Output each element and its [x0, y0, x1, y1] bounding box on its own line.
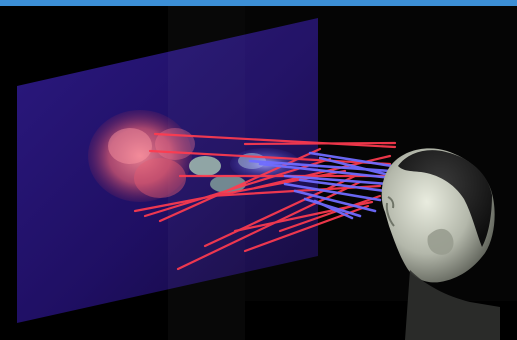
human-head-model: [381, 148, 500, 340]
accent-top-bar: [0, 0, 517, 6]
3d-scene: [0, 6, 517, 340]
scene-svg: [0, 6, 517, 340]
blue-rays: [248, 151, 394, 220]
